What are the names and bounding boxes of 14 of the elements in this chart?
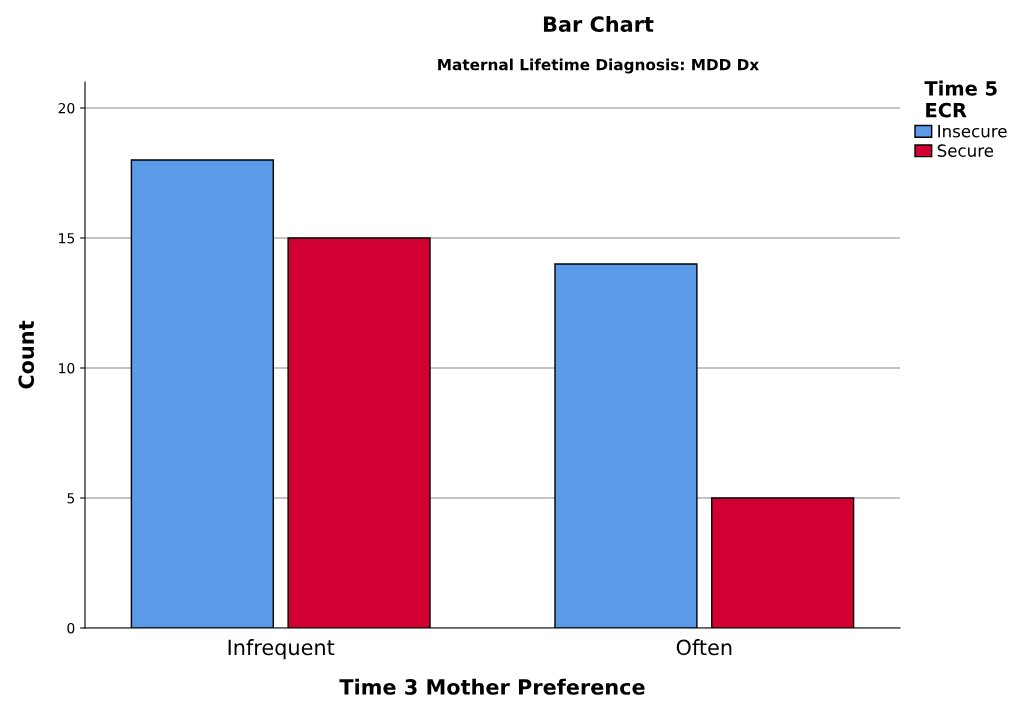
y-tick-label: 15 — [59, 233, 75, 244]
y-tick-label: 5 — [67, 493, 75, 504]
y-tick-label: 0 — [67, 622, 75, 634]
chart-subtitle: Maternal Lifetime Diagnosis: MDD Dx — [438, 58, 759, 74]
chart-title: Bar Chart — [543, 15, 654, 33]
legend-title: Time 5 ECR — [924, 80, 997, 118]
y-tick-label: 20 — [58, 102, 75, 114]
y-tick-label: 10 — [59, 362, 75, 374]
y-axis-title: Count — [18, 320, 35, 389]
x-axis-title: Time 3 Mother Preference — [339, 678, 645, 695]
legend-label: Insecure — [938, 125, 1007, 138]
legend-label: Secure — [937, 144, 994, 157]
x-tick-label: Infrequent — [228, 639, 335, 660]
x-tick-label: Often — [676, 639, 732, 656]
